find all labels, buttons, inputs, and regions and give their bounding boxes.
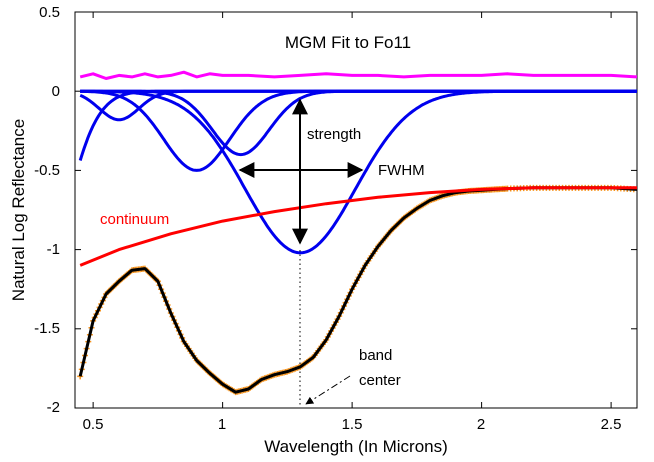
- band-center-label-line2: center: [359, 372, 401, 389]
- y-tick-labels: -2 -1.5 -1 -0.5 0 0.5: [34, 4, 60, 416]
- gaussian-band-1: [79, 89, 637, 122]
- fwhm-label: FWHM: [378, 162, 425, 179]
- y-tick-label: -1: [47, 241, 60, 258]
- x-tick-label: 0.5: [83, 416, 104, 433]
- chart-title: MGM Fit to Fo11: [285, 33, 411, 52]
- x-tick-label: 2: [477, 416, 485, 433]
- x-tick-labels: 0.5 1 1.5 2 2.5: [83, 416, 622, 433]
- chart-marks: [77, 70, 638, 396]
- y-tick-label: 0: [52, 83, 60, 100]
- x-tick-label: 2.5: [601, 416, 622, 433]
- series-residual: [79, 70, 638, 80]
- axis-ticks: [75, 11, 637, 409]
- strength-label: strength: [307, 126, 361, 143]
- x-tick-label: 1.5: [342, 416, 363, 433]
- gaussian-band-4: [80, 89, 637, 255]
- continuum-label: continuum: [100, 211, 169, 228]
- y-tick-label: -1.5: [34, 320, 60, 337]
- x-tick-label: 1: [218, 416, 226, 433]
- gaussian-band-3: [80, 89, 637, 157]
- x-axis-title: Wavelength (In Microns): [264, 437, 448, 456]
- band-center-arrow: [305, 375, 351, 405]
- y-axis-title: Natural Log Reflectance: [9, 119, 28, 301]
- series-continuum: [79, 186, 637, 267]
- band-center-label-line1: band: [359, 347, 392, 364]
- y-tick-label: 0.5: [39, 4, 60, 21]
- y-tick-label: -2: [47, 399, 60, 416]
- y-tick-label: -0.5: [34, 162, 60, 179]
- plot-area-frame: [74, 11, 638, 409]
